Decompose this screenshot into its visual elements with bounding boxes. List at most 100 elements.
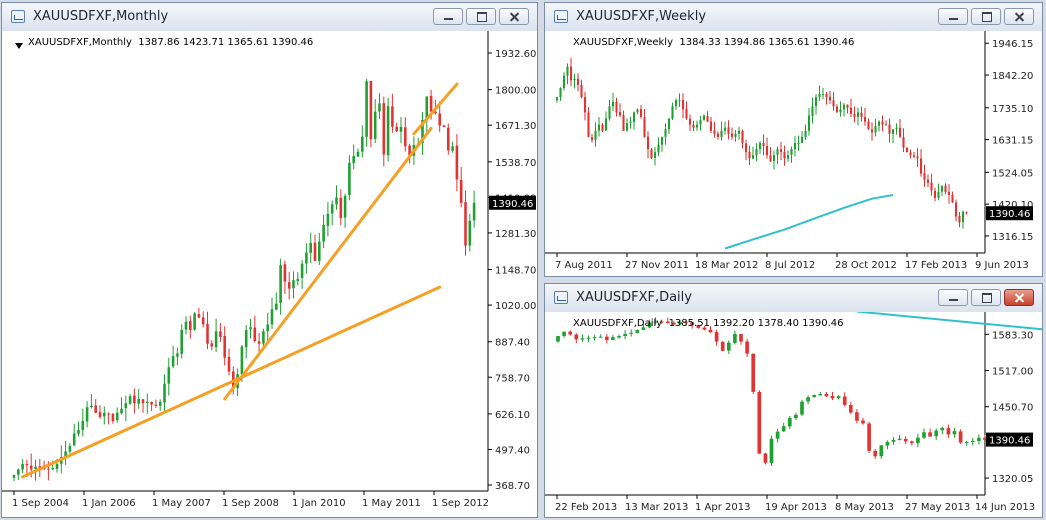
weekly-candle-body [835,106,839,113]
weekly-candle-body [944,185,947,192]
monthly-candle-body [421,120,424,143]
weekly-window-title: XAUUSDFXF,Weekly [576,9,707,24]
weekly-candle-body [730,133,734,137]
monthly-y-tick-label: 1281.30 [495,229,536,240]
monthly-candle-body [219,331,222,337]
weekly-y-tick-label: 1524.05 [992,168,1033,179]
daily-x-tick-label: 1 Apr 2013 [695,502,750,513]
monthly-candle-body [189,321,192,330]
monthly-x-tick-label: 1 Sep 2008 [222,498,279,509]
weekly-candle-body [650,149,653,159]
daily-title-bar[interactable]: XAUUSDFXF,Daily [545,284,1042,312]
weekly-candle-body [937,191,940,198]
monthly-candle-body [171,356,175,367]
monthly-candle-body [369,81,373,140]
weekly-candle-body [954,202,958,217]
close-button[interactable] [1004,289,1034,306]
daily-candle-body [879,445,884,457]
daily-candle-body [922,432,926,438]
weekly-candle-body [958,216,961,223]
close-button[interactable] [1004,8,1034,25]
daily-candle-body [891,439,896,442]
monthly-candle-body [25,464,29,466]
weekly-candle-body [867,121,870,130]
daily-chart-window[interactable]: XAUUSDFXF,Daily 1583.30 1517.00 1450.70 139… [544,283,1043,518]
close-button[interactable] [499,8,529,25]
weekly-chart[interactable]: 1946.15 1842.20 1735.10 1631.15 1524.05 1420.… [545,31,1042,276]
weekly-candle-body [618,112,622,116]
weekly-candle-body [720,130,723,138]
weekly-candle-body [926,179,930,183]
daily-candle-body [659,321,664,323]
weekly-candle-body [874,126,877,133]
monthly-candle-body [309,242,312,253]
weekly-candle-body [615,101,618,113]
daily-candle-body [556,336,560,342]
minimize-button[interactable] [433,8,463,25]
monthly-candle-body [300,263,304,279]
weekly-candle-body [706,115,709,122]
minimize-button[interactable] [938,8,968,25]
weekly-candle-body [762,142,765,147]
monthly-chart-window[interactable]: XAUUSDFXF,Monthly 1932.60 1800.00 1671.30 1… [1,2,538,518]
weekly-y-tick-label: 1316.15 [992,232,1033,243]
monthly-y-tick-label: 626.10 [495,410,530,421]
monthly-candle-body [318,241,321,261]
monthly-candle-body [103,412,106,417]
weekly-candle-body [716,133,720,137]
weekly-candle-body [636,109,639,113]
daily-candle-body [592,337,597,339]
monthly-candle-body [47,468,50,470]
daily-chart[interactable]: 1583.30 1517.00 1450.70 1390.46 1320.05 22 Fe… [545,312,1042,517]
monthly-candle-body [137,399,140,404]
weekly-chart-window[interactable]: XAUUSDFXF,Weekly 1946.15 1842.20 1735.10 16… [544,2,1043,277]
monthly-candle-body [434,111,437,114]
weekly-x-tick-label: 7 Aug 2011 [555,260,613,271]
monthly-candle-body [107,413,110,415]
weekly-title-bar[interactable]: XAUUSDFXF,Weekly [545,3,1042,31]
monthly-last-price-tag [489,195,536,210]
weekly-x-tick-label: 17 Feb 2013 [905,260,967,271]
monthly-candle-body [335,197,338,205]
weekly-candle-body [772,155,776,161]
daily-candle-body [757,391,762,454]
weekly-x-tick-label: 9 Jun 2013 [975,260,1029,271]
weekly-candle-body [604,118,608,131]
monthly-x-tick-label: 1 Jan 2010 [292,498,346,509]
daily-window-title: XAUUSDFXF,Daily [576,290,692,305]
daily-candle-body [818,393,823,396]
daily-x-tick-label: 8 May 2013 [835,502,894,513]
weekly-candle-body [573,78,576,81]
monthly-candle-body [382,103,386,155]
monthly-candle-body [451,146,454,151]
weekly-candle-body [951,194,954,203]
weekly-candle-body [930,182,933,191]
monthly-candle-body [373,111,377,139]
monthly-chart[interactable]: 1932.601800.001671.301538.701410.001281.… [2,31,537,517]
monthly-candle-body [262,331,265,344]
minimize-button[interactable] [938,289,968,306]
maximize-button[interactable] [971,8,1001,25]
weekly-candle-body [632,112,636,122]
daily-candle-body [720,341,725,351]
monthly-candle-body [279,265,282,303]
weekly-candle-body [860,112,863,117]
monthly-candle-body [266,324,269,332]
daily-moving-average-line [856,312,1042,331]
daily-candle-body [983,437,987,440]
daily-candle-body [739,334,743,342]
monthly-x-tick-label: 1 May 2011 [362,498,421,509]
monthly-candle-body [296,278,300,281]
daily-candle-body [830,395,835,399]
maximize-button[interactable] [466,8,496,25]
maximize-button[interactable] [971,289,1001,306]
monthly-candle-body [391,106,394,127]
monthly-candle-body [94,405,97,413]
weekly-candle-body [625,123,629,131]
monthly-candle-body [330,204,334,214]
monthly-title-bar[interactable]: XAUUSDFXF,Monthly [2,3,537,31]
daily-header-text: XAUUSDFXF,Daily 1385.51 1392.20 1378.40 … [573,318,844,329]
monthly-y-tick-label: 1932.60 [495,49,536,60]
weekly-candle-body [779,149,783,153]
weekly-x-tick-label: 28 Oct 2012 [835,260,897,271]
